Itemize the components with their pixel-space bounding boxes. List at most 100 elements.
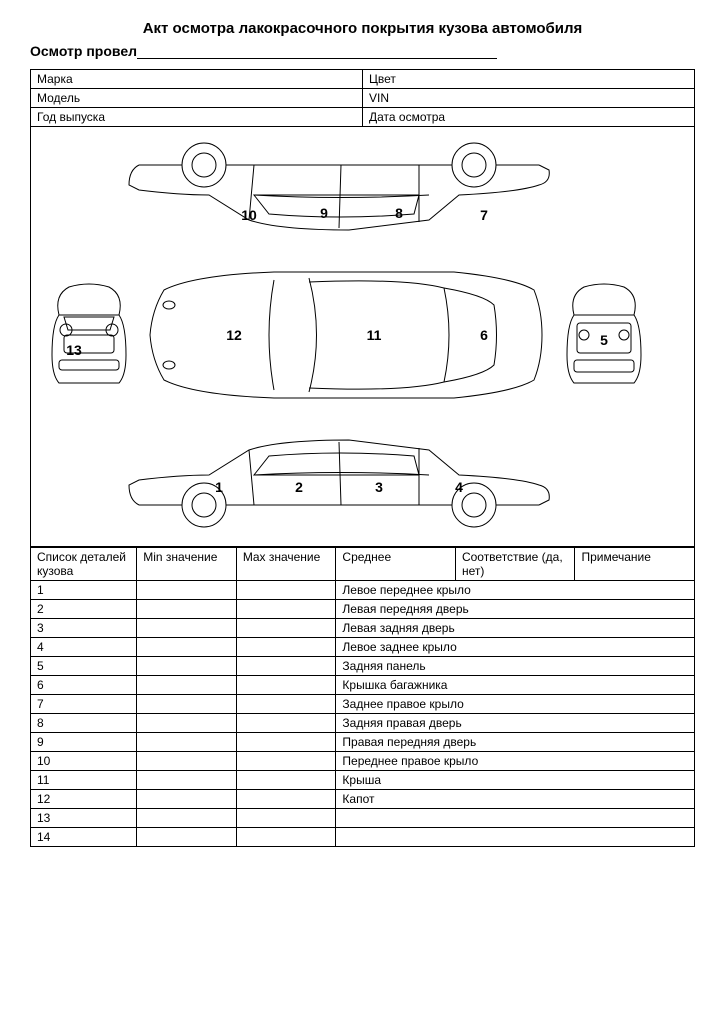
row-min[interactable]	[137, 771, 237, 790]
row-number: 8	[31, 714, 137, 733]
row-max[interactable]	[236, 695, 336, 714]
row-number: 5	[31, 657, 137, 676]
table-row: 7 Заднее правое крыло	[31, 695, 695, 714]
row-max[interactable]	[236, 676, 336, 695]
diagram-label-10: 10	[241, 207, 257, 223]
page-title: Акт осмотра лакокрасочного покрытия кузо…	[30, 20, 695, 37]
diagram-label-4: 4	[455, 479, 463, 495]
row-part-name: Левое заднее крыло	[336, 638, 695, 657]
row-min[interactable]	[137, 695, 237, 714]
row-max[interactable]	[236, 714, 336, 733]
table-row: 3 Левая задняя дверь	[31, 619, 695, 638]
row-max[interactable]	[236, 828, 336, 847]
row-min[interactable]	[137, 733, 237, 752]
table-row: Модель VIN	[31, 89, 695, 108]
row-number: 2	[31, 600, 137, 619]
row-max[interactable]	[236, 733, 336, 752]
car-diagram: 10 9 8 7 1 3	[39, 135, 686, 538]
info-model: Модель	[31, 89, 363, 108]
diagram-cell: 10 9 8 7 1 3	[31, 127, 695, 547]
table-row: 10Переднее правое крыло	[31, 752, 695, 771]
diagram-label-3: 3	[375, 479, 383, 495]
info-table: Марка Цвет Модель VIN Год выпуска Дата о…	[30, 69, 695, 547]
table-row: 2 Левая передняя дверь	[31, 600, 695, 619]
row-number: 7	[31, 695, 137, 714]
row-max[interactable]	[236, 752, 336, 771]
table-row: 9 Правая передняя дверь	[31, 733, 695, 752]
row-max[interactable]	[236, 657, 336, 676]
table-row: 8 Задняя правая дверь	[31, 714, 695, 733]
row-max[interactable]	[236, 809, 336, 828]
row-part-name: Заднее правое крыло	[336, 695, 695, 714]
row-part-name	[336, 828, 695, 847]
diagram-row: 10 9 8 7 1 3	[31, 127, 695, 547]
table-row: 14	[31, 828, 695, 847]
row-part-name: Переднее правое крыло	[336, 752, 695, 771]
row-min[interactable]	[137, 714, 237, 733]
diagram-label-7: 7	[480, 207, 488, 223]
col-min: Min значение	[137, 548, 237, 581]
info-color: Цвет	[363, 70, 695, 89]
col-match: Соответствие (да, нет)	[455, 548, 575, 581]
row-number: 13	[31, 809, 137, 828]
col-max: Max значение	[236, 548, 336, 581]
diagram-label-9: 9	[320, 205, 328, 221]
row-number: 3	[31, 619, 137, 638]
info-year: Год выпуска	[31, 108, 363, 127]
diagram-label-5: 5	[600, 332, 608, 348]
info-date: Дата осмотра	[363, 108, 695, 127]
row-part-name	[336, 809, 695, 828]
row-min[interactable]	[137, 638, 237, 657]
car-right-flipped	[119, 140, 559, 240]
row-min[interactable]	[137, 619, 237, 638]
parts-table: Список деталей кузова Min значение Max з…	[30, 547, 695, 847]
diagram-label-12: 12	[226, 327, 242, 343]
row-max[interactable]	[236, 790, 336, 809]
row-part-name: Крышка багажника	[336, 676, 695, 695]
row-part-name: Левая передняя дверь	[336, 600, 695, 619]
row-min[interactable]	[137, 828, 237, 847]
row-part-name: Крыша	[336, 771, 695, 790]
row-max[interactable]	[236, 600, 336, 619]
row-min[interactable]	[137, 790, 237, 809]
car-front	[44, 275, 134, 395]
table-row: 6 Крышка багажника	[31, 676, 695, 695]
row-number: 11	[31, 771, 137, 790]
row-min[interactable]	[137, 809, 237, 828]
row-min[interactable]	[137, 657, 237, 676]
row-min[interactable]	[137, 676, 237, 695]
col-note: Примечание	[575, 548, 695, 581]
table-row: 1Левое переднее крыло	[31, 581, 695, 600]
table-row: Марка Цвет	[31, 70, 695, 89]
table-row: 13	[31, 809, 695, 828]
row-part-name: Правая передняя дверь	[336, 733, 695, 752]
row-max[interactable]	[236, 638, 336, 657]
row-part-name: Задняя правая дверь	[336, 714, 695, 733]
inspector-blank[interactable]	[137, 58, 497, 59]
header-row: Список деталей кузова Min значение Max з…	[31, 548, 695, 581]
diagram-label-11: 11	[367, 327, 382, 343]
col-avg: Среднее	[336, 548, 456, 581]
row-number: 9	[31, 733, 137, 752]
table-row: 11 Крыша	[31, 771, 695, 790]
row-min[interactable]	[137, 581, 237, 600]
row-min[interactable]	[137, 600, 237, 619]
info-brand: Марка	[31, 70, 363, 89]
diagram-label-8: 8	[395, 205, 403, 221]
row-number: 12	[31, 790, 137, 809]
col-parts: Список деталей кузова	[31, 548, 137, 581]
row-max[interactable]	[236, 771, 336, 790]
diagram-label-2: 2	[295, 479, 303, 495]
row-part-name: Левая задняя дверь	[336, 619, 695, 638]
inspector-line: Осмотр провел	[30, 43, 695, 59]
row-max[interactable]	[236, 619, 336, 638]
row-part-name: Капот	[336, 790, 695, 809]
row-number: 6	[31, 676, 137, 695]
info-vin: VIN	[363, 89, 695, 108]
diagram-label-1: 1	[215, 479, 223, 495]
row-min[interactable]	[137, 752, 237, 771]
car-left	[119, 430, 559, 530]
row-max[interactable]	[236, 581, 336, 600]
table-row: 4Левое заднее крыло	[31, 638, 695, 657]
row-part-name: Задняя панель	[336, 657, 695, 676]
